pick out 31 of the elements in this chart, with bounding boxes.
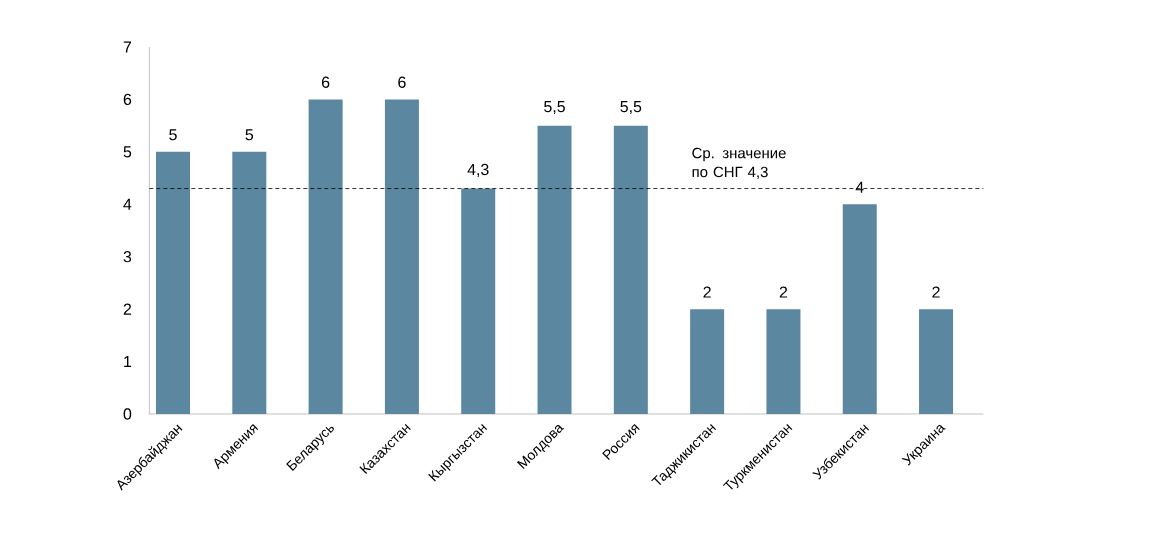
data-label: 5,5: [544, 101, 565, 115]
data-label: 4,3: [467, 163, 489, 178]
y-tick-label: 6: [123, 93, 132, 106]
bar: [461, 188, 496, 414]
bar: [537, 125, 572, 414]
y-tick-label: 7: [123, 41, 132, 53]
bar: [919, 309, 954, 414]
bar: [384, 99, 419, 414]
bar: [308, 99, 343, 414]
bar: [232, 151, 267, 414]
data-label: 5,5: [620, 101, 642, 115]
y-tick-label: 2: [123, 303, 132, 315]
ref-line-label: Ср. значение по СНГ 4,3: [692, 147, 786, 180]
bar: [613, 125, 648, 414]
bar: [690, 309, 725, 414]
bar: [766, 309, 801, 414]
y-tick-label: 5: [123, 146, 132, 158]
y-tick-label: 4: [123, 198, 132, 210]
data-label: 5: [245, 129, 254, 141]
data-label: 5: [169, 129, 177, 141]
data-label: 2: [703, 286, 711, 298]
y-tick-label: 0: [123, 408, 132, 420]
data-label: 2: [779, 286, 788, 298]
y-tick-label: 3: [123, 251, 132, 263]
y-tick-label: 1: [124, 356, 132, 368]
bar: [156, 151, 191, 414]
data-label: 6: [398, 76, 406, 88]
data-label: 2: [932, 286, 940, 298]
bar: [842, 204, 877, 414]
data-label: 6: [322, 76, 330, 88]
data-label: 4: [855, 181, 864, 193]
